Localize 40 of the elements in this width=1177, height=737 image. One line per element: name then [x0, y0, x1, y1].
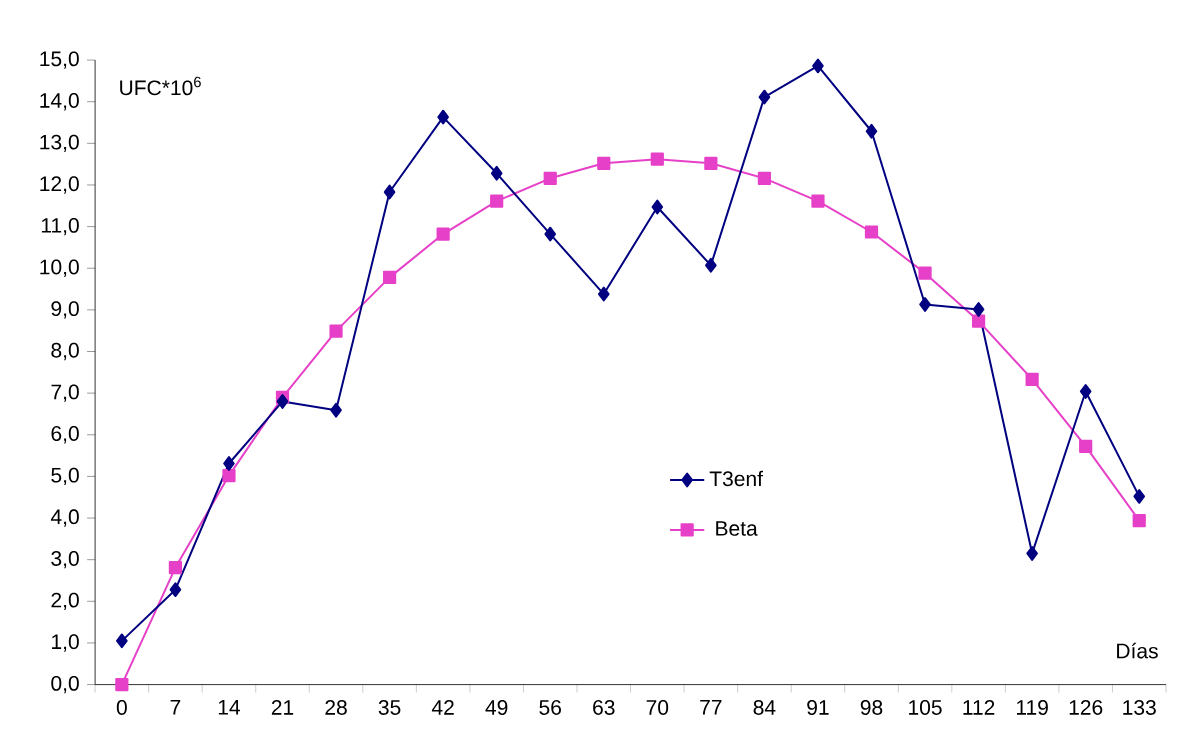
x-tick-label: 133 [1123, 700, 1156, 716]
x-tick-label: 42 [431, 700, 454, 715]
x-tick-label: 35 [378, 700, 401, 716]
x-tick-label: 56 [539, 700, 561, 716]
y-tick-label: 7,0 [51, 384, 79, 403]
legend-label: Beta [716, 521, 758, 537]
y-tick-label: 5,0 [51, 467, 79, 486]
y-tick-label: 6,0 [51, 426, 79, 444]
x-tick-label: 63 [593, 700, 615, 716]
x-tick-label: 77 [700, 700, 722, 715]
x-tick-label: 105 [909, 700, 942, 716]
legend-label: T3enf [709, 470, 764, 487]
x-tick-label: 7 [170, 700, 181, 715]
x-tick-label: 70 [646, 700, 669, 716]
y-tick-label: 4,0 [50, 509, 79, 527]
x-tick-label: 84 [753, 700, 776, 716]
y-tick-label: 3,0 [51, 551, 79, 569]
x-tick-label: 91 [807, 700, 829, 716]
y-tick-label: 15,0 [40, 51, 79, 69]
y-tick-label: 10,0 [40, 259, 79, 278]
y-tick-label: 8,0 [51, 343, 79, 361]
x-tick-label: 49 [485, 700, 508, 716]
y-tick-label: 13,0 [40, 134, 79, 153]
y-tick-label: 11,0 [41, 218, 79, 236]
y-tick-label: 14,0 [40, 93, 79, 111]
x-tick-label: 119 [1016, 700, 1048, 716]
y-tick-label: 12,0 [40, 176, 79, 194]
y-tick-label: 1,0 [52, 634, 79, 652]
x-tick-label: 112 [963, 700, 995, 715]
x-axis-title: Días [1117, 642, 1158, 659]
x-tick-label: 126 [1069, 700, 1103, 716]
x-tick-label: 0 [116, 700, 127, 716]
y-tick-label: 2,0 [51, 592, 79, 611]
x-tick-label: 14 [218, 700, 240, 715]
y-tick-label: 9,0 [51, 301, 79, 319]
x-tick-label: 21 [271, 700, 294, 715]
y-axis-title: UFC*10$^{6}$ [120, 77, 201, 96]
y-tick-label: 0,0 [51, 676, 79, 694]
x-tick-label: 28 [325, 700, 347, 716]
x-tick-label: 98 [860, 700, 883, 716]
